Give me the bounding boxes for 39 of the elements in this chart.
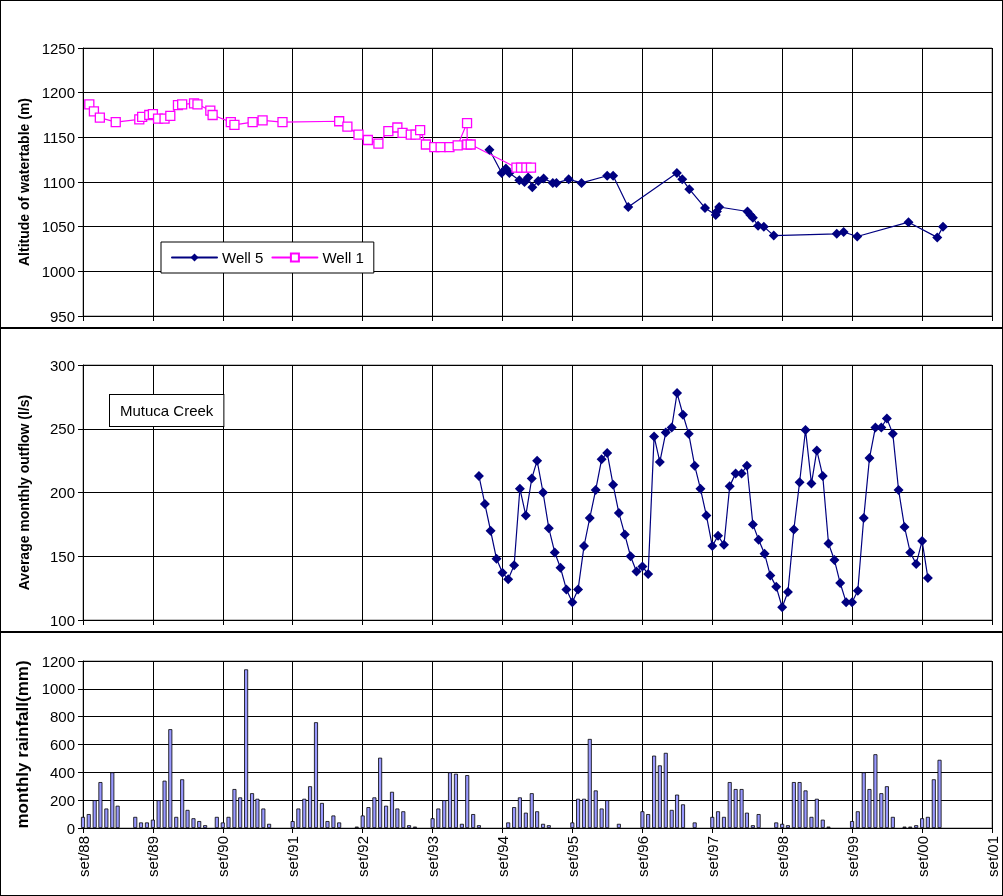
- y-axis-title: monthly rainfall(mm): [12, 660, 32, 829]
- y-tick-label: 1200: [41, 652, 75, 670]
- y-tick-label: 400: [49, 763, 75, 781]
- y-tick-label: 1150: [42, 128, 75, 146]
- x-tick-label: set/01: [983, 836, 1001, 877]
- x-tick-label: set/92: [354, 836, 372, 877]
- x-tick-label: set/97: [703, 836, 721, 877]
- x-tick-label: set/95: [563, 836, 581, 877]
- y-tick-label: 1200: [41, 84, 75, 102]
- x-tick-label: set/00: [913, 836, 931, 877]
- legend-label: Well 1: [322, 249, 364, 266]
- y-tick-label: 600: [49, 736, 75, 753]
- y-tick-label: 1250: [41, 39, 75, 57]
- y-axis-title: Average monthly outflow (l/s): [16, 394, 32, 591]
- y-tick-label: 800: [49, 708, 75, 726]
- x-tick-label: set/98: [773, 836, 791, 877]
- y-tick-label: 1000: [41, 262, 75, 280]
- x-tick-label: set/96: [633, 836, 651, 877]
- x-tick-label: set/93: [424, 836, 442, 877]
- y-axis-title: Altitude of watertable (m): [15, 97, 32, 267]
- x-tick-label: set/89: [144, 836, 162, 877]
- y-tick-label: 300: [49, 356, 75, 374]
- x-tick-label: set/94: [493, 836, 511, 877]
- y-tick-label: 1000: [41, 680, 75, 698]
- y-tick-label: 1050: [41, 218, 75, 236]
- y-tick-label: 200: [49, 484, 75, 501]
- y-tick-label: 100: [49, 611, 75, 629]
- x-tick-label: set/90: [214, 836, 232, 877]
- y-tick-label: 0: [66, 819, 75, 837]
- y-tick-label: 1100: [42, 173, 75, 191]
- y-tick-label: 200: [49, 791, 75, 809]
- x-tick-label: set/88: [74, 836, 92, 877]
- annotation: Mutuca Creek: [120, 402, 214, 419]
- legend-label: Well 5: [222, 249, 264, 266]
- y-tick-label: 250: [49, 420, 75, 438]
- x-tick-label: set/99: [843, 836, 861, 877]
- y-tick-label: 950: [49, 307, 75, 325]
- y-tick-label: 150: [49, 547, 75, 565]
- x-tick-label: set/91: [284, 836, 302, 877]
